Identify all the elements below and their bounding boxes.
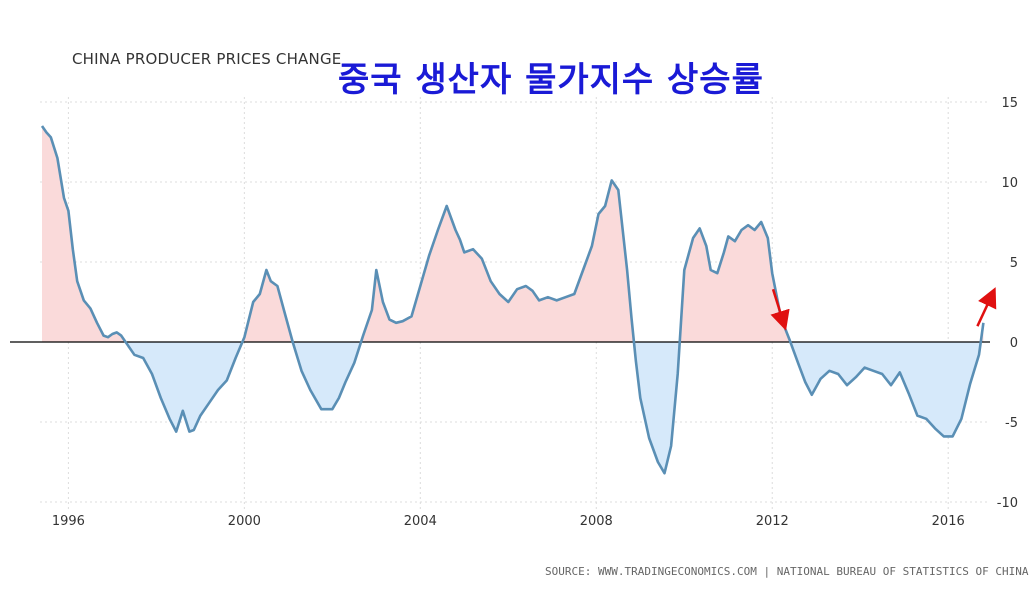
positive-area bbox=[42, 126, 126, 342]
negative-area bbox=[790, 342, 981, 437]
x-tick-label: 2008 bbox=[580, 514, 613, 529]
x-tick-label: 1996 bbox=[52, 514, 85, 529]
y-tick-label: 10 bbox=[1001, 176, 1018, 191]
korean-overlay-title: 중국 생산자 물가지수 상승률 bbox=[338, 60, 764, 100]
source-caption: SOURCE: WWW.TRADINGECONOMICS.COM | NATIO… bbox=[545, 565, 1029, 578]
x-tick-label: 2000 bbox=[228, 514, 261, 529]
arrow-down-annotation bbox=[770, 288, 790, 331]
y-tick-label: 5 bbox=[1010, 256, 1018, 271]
tick-layer: 15 10 5 0 -5 -10 1996 2000 2004 2008 2012 2016 bbox=[52, 96, 1018, 529]
x-tick-label: 2012 bbox=[756, 514, 789, 529]
y-tick-label: -10 bbox=[997, 496, 1018, 511]
y-tick-label: -5 bbox=[1005, 416, 1018, 431]
x-tick-label: 2016 bbox=[932, 514, 965, 529]
series-line bbox=[40, 125, 985, 475]
positive-area bbox=[361, 180, 634, 342]
arrow-up-annotation bbox=[976, 287, 997, 327]
negative-area bbox=[292, 342, 362, 410]
negative-area bbox=[125, 342, 243, 432]
negative-area bbox=[633, 342, 680, 474]
y-tick-label: 0 bbox=[1010, 336, 1018, 351]
x-tick-label: 2004 bbox=[404, 514, 437, 529]
area-layer bbox=[42, 126, 984, 474]
chart-title: CHINA PRODUCER PRICES CHANGE bbox=[72, 50, 342, 68]
annotation-layer bbox=[770, 287, 997, 331]
y-tick-label: 15 bbox=[1001, 96, 1018, 111]
line-layer bbox=[10, 125, 990, 475]
positive-area bbox=[242, 270, 293, 342]
